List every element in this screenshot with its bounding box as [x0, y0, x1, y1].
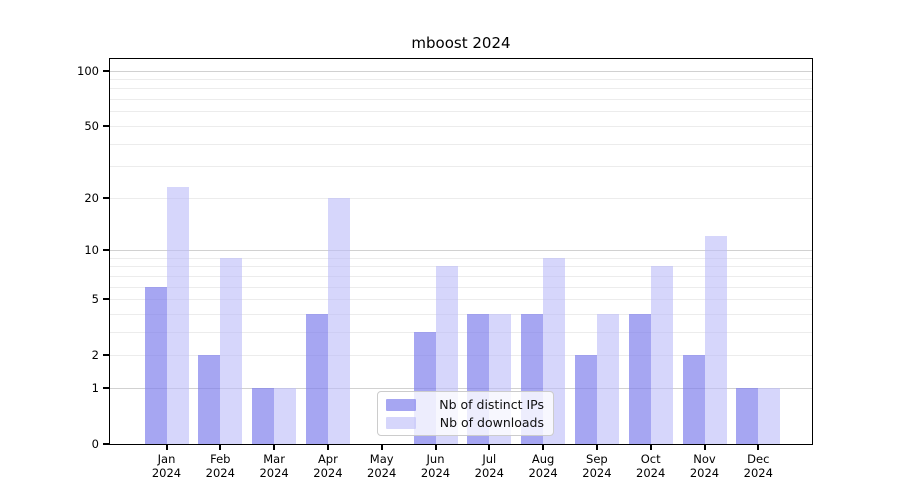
y-tick-50 — [103, 124, 109, 127]
gridline-40 — [110, 143, 812, 145]
gridline-50 — [110, 125, 812, 127]
gridline-4 — [110, 313, 812, 315]
bar-dec-distinct-ips — [736, 387, 759, 444]
gridline-80 — [110, 88, 812, 90]
x-tick-label-feb: Feb 2024 — [205, 452, 235, 480]
x-tick-oct — [649, 444, 652, 450]
bar-mar-downloads — [274, 387, 297, 444]
x-tick-mar — [273, 444, 276, 450]
bar-apr-distinct-ips — [305, 313, 328, 444]
x-tick-label-mar: Mar 2024 — [259, 452, 289, 480]
y-tick-20 — [103, 196, 109, 199]
gridline-100 — [110, 70, 812, 72]
legend-entry-distinct-ips: Nb of distinct IPs — [386, 397, 544, 412]
y-tick-label-0: 0 — [91, 437, 99, 451]
plot-area — [109, 58, 813, 445]
gridline-1 — [110, 387, 812, 389]
bar-nov-distinct-ips — [682, 355, 705, 444]
bar-apr-downloads — [327, 197, 350, 444]
x-tick-label-aug: Aug 2024 — [528, 452, 558, 480]
x-tick-aug — [542, 444, 545, 450]
gridline-2 — [110, 355, 812, 357]
x-tick-apr — [326, 444, 329, 450]
gridline-8 — [110, 266, 812, 268]
bar-oct-distinct-ips — [628, 313, 651, 444]
x-tick-label-dec: Dec 2024 — [743, 452, 773, 480]
x-tick-nov — [703, 444, 706, 450]
bar-mar-distinct-ips — [252, 387, 275, 444]
gridline-90 — [110, 79, 812, 81]
x-tick-may — [380, 444, 383, 450]
bar-sep-downloads — [596, 313, 619, 444]
legend-swatch-downloads — [386, 416, 416, 429]
bar-oct-downloads — [650, 266, 673, 444]
bar-feb-distinct-ips — [198, 355, 221, 444]
x-tick-label-jan: Jan 2024 — [151, 452, 182, 480]
legend-label-distinct-ips: Nb of distinct IPs — [439, 397, 544, 412]
y-tick-label-1: 1 — [91, 380, 99, 395]
legend-label-downloads: Nb of downloads — [439, 415, 544, 430]
legend: Nb of distinct IPs Nb of downloads — [377, 391, 554, 436]
gridline-10 — [110, 249, 812, 251]
legend-entry-downloads: Nb of downloads — [386, 415, 544, 430]
y-tick-label-20: 20 — [84, 190, 99, 205]
gridline-5 — [110, 299, 812, 301]
gridline-6 — [110, 286, 812, 288]
y-tick-1 — [103, 386, 109, 389]
x-tick-jan — [165, 444, 168, 450]
bar-sep-distinct-ips — [574, 355, 597, 444]
bar-nov-downloads — [704, 236, 727, 444]
y-tick-0 — [103, 443, 109, 445]
y-tick-label-5: 5 — [91, 292, 99, 307]
x-tick-feb — [219, 444, 222, 450]
x-tick-label-nov: Nov 2024 — [689, 452, 720, 480]
bar-jan-distinct-ips — [144, 286, 167, 444]
y-tick-label-10: 10 — [84, 242, 99, 257]
x-tick-label-apr: Apr 2024 — [313, 452, 343, 480]
y-tick-5 — [103, 298, 109, 301]
bar-jan-downloads — [166, 186, 189, 444]
bar-feb-downloads — [220, 257, 243, 444]
y-tick-label-100: 100 — [77, 63, 99, 78]
chart-title: mboost 2024 — [411, 34, 511, 52]
x-tick-label-jun: Jun 2024 — [420, 452, 451, 480]
x-tick-dec — [757, 444, 760, 450]
gridline-3 — [110, 331, 812, 333]
gridline-60 — [110, 111, 812, 113]
gridline-20 — [110, 197, 812, 199]
y-tick-10 — [103, 248, 109, 251]
bar-dec-downloads — [758, 387, 781, 444]
x-tick-label-may: May 2024 — [367, 452, 397, 480]
y-tick-2 — [103, 354, 109, 357]
x-tick-jul — [488, 444, 491, 450]
y-tick-label-2: 2 — [91, 348, 99, 363]
gridline-30 — [110, 166, 812, 168]
y-tick-100 — [103, 69, 109, 72]
x-tick-label-sep: Sep 2024 — [582, 452, 612, 480]
y-tick-label-50: 50 — [84, 118, 99, 133]
x-tick-jun — [434, 444, 437, 450]
x-tick-label-jul: Jul 2024 — [474, 452, 504, 480]
x-tick-label-oct: Oct 2024 — [636, 452, 666, 480]
legend-swatch-distinct-ips — [386, 398, 416, 411]
gridline-7 — [110, 275, 812, 277]
gridline-70 — [110, 99, 812, 101]
gridline-9 — [110, 257, 812, 259]
x-tick-sep — [595, 444, 598, 450]
